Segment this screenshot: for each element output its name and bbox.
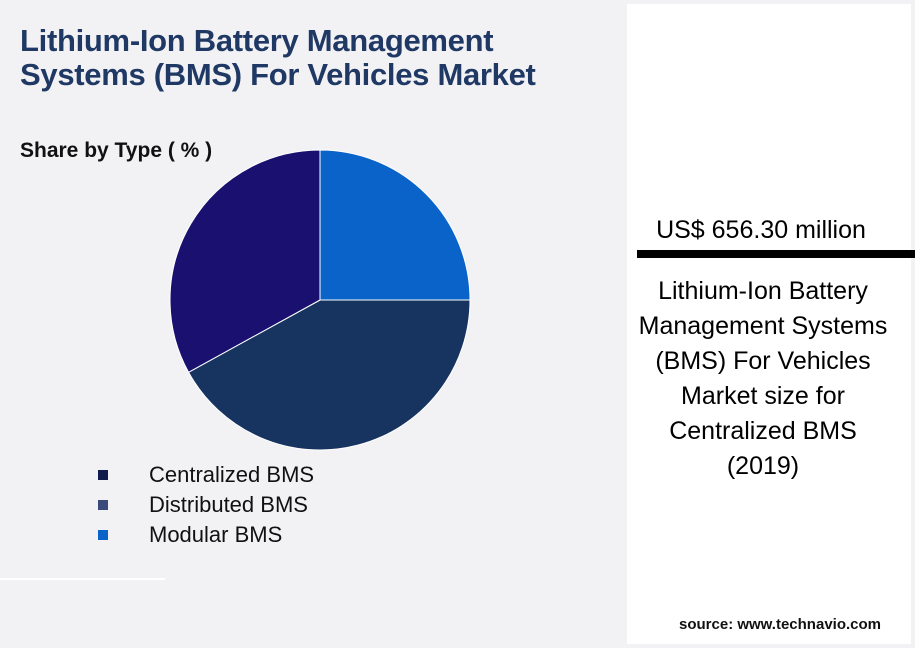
chart-legend: Centralized BMS Distributed BMS Modular … bbox=[98, 460, 314, 550]
market-value: US$ 656.30 million bbox=[656, 216, 866, 244]
chart-title: Lithium-Ion Battery Management Systems (… bbox=[20, 23, 536, 92]
legend-item-distributed: Distributed BMS bbox=[98, 490, 314, 520]
legend-swatch-modular bbox=[98, 530, 108, 540]
chart-subtitle: Share by Type ( % ) bbox=[20, 139, 213, 162]
legend-label: Centralized BMS bbox=[149, 462, 315, 487]
legend-swatch-distributed bbox=[98, 500, 108, 510]
legend-item-modular: Modular BMS bbox=[98, 520, 314, 550]
pie-chart bbox=[169, 149, 471, 451]
value-divider bbox=[637, 250, 915, 258]
market-description: Lithium-Ion Battery Management Systems (… bbox=[638, 277, 888, 480]
legend-label: Distributed BMS bbox=[149, 492, 308, 517]
divider bbox=[0, 578, 165, 580]
legend-swatch-centralized bbox=[98, 470, 108, 480]
legend-item-centralized: Centralized BMS bbox=[98, 460, 314, 490]
legend-label: Modular BMS bbox=[149, 522, 283, 547]
market-size-panel: US$ 656.30 million Lithium-Ion Battery M… bbox=[627, 4, 915, 644]
pie-slice-centralized bbox=[169, 149, 321, 373]
pie-slice-modular bbox=[319, 149, 471, 301]
source-credit: source: www.technavio.com bbox=[679, 616, 881, 633]
pie-slice-distributed bbox=[187, 299, 471, 451]
